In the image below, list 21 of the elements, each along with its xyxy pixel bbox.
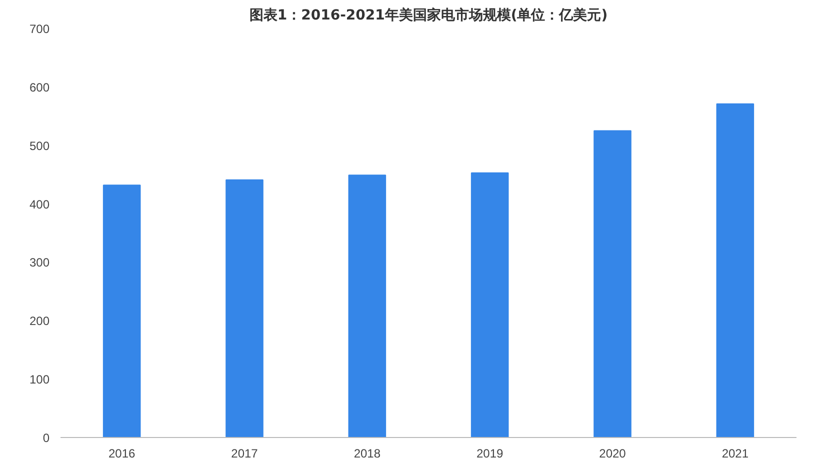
bar <box>716 103 754 438</box>
y-tick-label: 400 <box>29 197 50 212</box>
chart-title: 图表1：2016-2021年美国家电市场规模(单位：亿美元) <box>249 6 608 24</box>
y-tick-label: 100 <box>29 372 50 387</box>
x-tick-label: 2018 <box>354 446 381 460</box>
x-tick-label: 2016 <box>108 446 136 460</box>
y-tick-label: 0 <box>42 431 50 445</box>
x-tick-label: 2021 <box>722 446 749 460</box>
bar <box>594 130 632 438</box>
bar <box>348 174 386 438</box>
bar <box>470 172 509 438</box>
y-tick-label: 500 <box>29 138 50 153</box>
y-tick-label: 200 <box>29 314 50 328</box>
bar <box>102 184 141 438</box>
x-tick-label: 2017 <box>231 446 258 460</box>
y-tick-label: 600 <box>29 80 50 94</box>
y-tick-label: 700 <box>29 22 50 36</box>
x-tick-label: 2020 <box>599 446 626 460</box>
bar <box>226 179 264 438</box>
x-tick-label: 2019 <box>476 446 504 460</box>
y-tick-label: 300 <box>29 256 50 270</box>
